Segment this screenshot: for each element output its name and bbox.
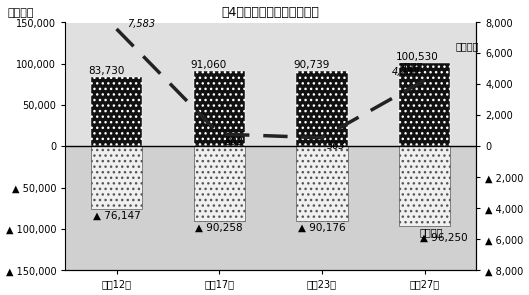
Text: 県際収支: 県際収支 xyxy=(399,61,423,71)
Text: 7,583: 7,583 xyxy=(127,19,155,29)
Bar xyxy=(65,22,476,146)
Bar xyxy=(399,63,450,146)
Text: 91,060: 91,060 xyxy=(190,60,227,70)
Text: 563: 563 xyxy=(327,141,346,151)
Text: 移輸出額: 移輸出額 xyxy=(455,41,479,51)
Bar xyxy=(91,77,142,146)
Bar xyxy=(296,71,348,146)
Bar xyxy=(91,146,142,209)
Bar xyxy=(194,71,245,146)
Text: （億円）: （億円） xyxy=(8,8,34,17)
Text: 100,530: 100,530 xyxy=(396,52,439,62)
Text: ▲ 76,147: ▲ 76,147 xyxy=(93,211,140,221)
Text: 90,739: 90,739 xyxy=(293,60,330,70)
Bar xyxy=(65,146,476,271)
Bar xyxy=(296,146,348,221)
Title: 図4　移輸出入額と県際収支: 図4 移輸出入額と県際収支 xyxy=(222,6,320,19)
Text: 移輸入額: 移輸入額 xyxy=(419,228,443,238)
Text: ▲ 96,250: ▲ 96,250 xyxy=(419,233,467,242)
Text: 802: 802 xyxy=(224,137,243,147)
Text: ▲ 90,258: ▲ 90,258 xyxy=(195,223,243,233)
Bar xyxy=(399,146,450,226)
Text: 83,730: 83,730 xyxy=(88,66,124,76)
Bar xyxy=(194,146,245,221)
Text: 4,280: 4,280 xyxy=(391,67,419,77)
Text: ▲ 90,176: ▲ 90,176 xyxy=(298,223,346,233)
